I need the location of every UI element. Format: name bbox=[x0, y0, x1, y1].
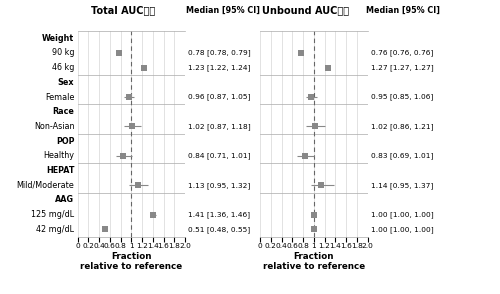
Text: 90 kg: 90 kg bbox=[52, 49, 74, 57]
Text: 0.95 [0.85, 1.06]: 0.95 [0.85, 1.06] bbox=[370, 94, 433, 100]
Text: 1.00 [1.00, 1.00]: 1.00 [1.00, 1.00] bbox=[370, 226, 434, 233]
Text: 125 mg/dL: 125 mg/dL bbox=[31, 210, 74, 219]
Text: 0.84 [0.71, 1.01]: 0.84 [0.71, 1.01] bbox=[188, 153, 251, 159]
Text: Unbound AUC₞₞: Unbound AUC₞₞ bbox=[262, 5, 348, 15]
Text: 1.14 [0.95, 1.37]: 1.14 [0.95, 1.37] bbox=[370, 182, 433, 188]
Text: Healthy: Healthy bbox=[44, 151, 74, 160]
Text: 0.78 [0.78, 0.79]: 0.78 [0.78, 0.79] bbox=[188, 50, 251, 56]
Text: Race: Race bbox=[52, 107, 74, 116]
Text: 1.41 [1.36, 1.46]: 1.41 [1.36, 1.46] bbox=[188, 211, 250, 218]
Text: Non-Asian: Non-Asian bbox=[34, 122, 74, 131]
Text: AAG: AAG bbox=[56, 196, 74, 204]
X-axis label: Fraction
relative to reference: Fraction relative to reference bbox=[262, 252, 365, 271]
Text: 0.51 [0.48, 0.55]: 0.51 [0.48, 0.55] bbox=[188, 226, 250, 233]
X-axis label: Fraction
relative to reference: Fraction relative to reference bbox=[80, 252, 182, 271]
Text: Median [95% CI]: Median [95% CI] bbox=[186, 6, 260, 15]
Text: 42 mg/dL: 42 mg/dL bbox=[36, 225, 74, 234]
Text: 1.27 [1.27, 1.27]: 1.27 [1.27, 1.27] bbox=[370, 64, 434, 71]
Text: Total AUC₞₞: Total AUC₞₞ bbox=[90, 5, 155, 15]
Text: 1.00 [1.00, 1.00]: 1.00 [1.00, 1.00] bbox=[370, 211, 434, 218]
Text: Weight: Weight bbox=[42, 34, 74, 43]
Text: POP: POP bbox=[56, 137, 74, 146]
Text: Mild/Moderate: Mild/Moderate bbox=[16, 181, 74, 190]
Text: Female: Female bbox=[45, 93, 74, 101]
Text: Sex: Sex bbox=[58, 78, 74, 87]
Text: HEPAT: HEPAT bbox=[46, 166, 74, 175]
Text: 0.76 [0.76, 0.76]: 0.76 [0.76, 0.76] bbox=[370, 50, 433, 56]
Text: 46 kg: 46 kg bbox=[52, 63, 74, 72]
Text: Median [95% CI]: Median [95% CI] bbox=[366, 6, 440, 15]
Text: 1.13 [0.95, 1.32]: 1.13 [0.95, 1.32] bbox=[188, 182, 250, 188]
Text: 1.02 [0.86, 1.21]: 1.02 [0.86, 1.21] bbox=[370, 123, 434, 130]
Text: 1.23 [1.22, 1.24]: 1.23 [1.22, 1.24] bbox=[188, 64, 250, 71]
Text: 0.96 [0.87, 1.05]: 0.96 [0.87, 1.05] bbox=[188, 94, 250, 100]
Text: 1.02 [0.87, 1.18]: 1.02 [0.87, 1.18] bbox=[188, 123, 251, 130]
Text: 0.83 [0.69, 1.01]: 0.83 [0.69, 1.01] bbox=[370, 153, 433, 159]
